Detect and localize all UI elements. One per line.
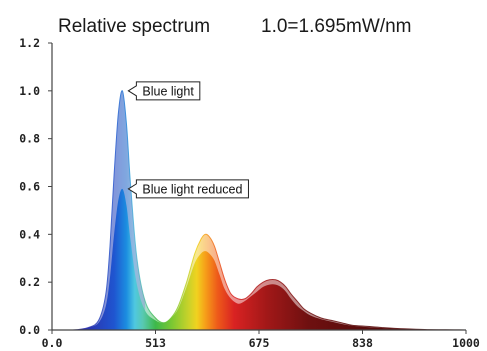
annotation-box <box>127 179 249 199</box>
x-tick-label: 513 <box>145 336 166 350</box>
y-tick-label: 0.0 <box>19 323 40 337</box>
y-tick-label: 1.2 <box>19 36 40 50</box>
x-tick-label: 675 <box>249 336 270 350</box>
y-tick-label: 0.8 <box>19 132 40 146</box>
chart-subtitle: 1.0=1.695mW/nm <box>261 16 412 37</box>
annotation-blue-light: Blue light <box>127 81 201 101</box>
series-area-blue-light <box>52 90 467 331</box>
annotation-label: Blue light <box>142 84 194 98</box>
annotation-label: Blue light reduced <box>142 182 242 196</box>
series-area-blue-light-reduced <box>52 188 466 330</box>
chart-title: Relative spectrum <box>58 16 210 37</box>
annotation-box <box>127 81 201 101</box>
y-tick-label: 0.6 <box>19 180 40 194</box>
y-tick-label: 0.2 <box>19 275 40 289</box>
y-tick-label: 0.4 <box>19 227 40 241</box>
x-tick-label: 0.0 <box>42 336 63 350</box>
x-tick-label: 1000 <box>452 336 480 350</box>
y-tick-label: 1.0 <box>19 84 40 98</box>
annotation-blue-light-reduced: Blue light reduced <box>127 179 249 199</box>
x-tick-label: 838 <box>352 336 373 350</box>
